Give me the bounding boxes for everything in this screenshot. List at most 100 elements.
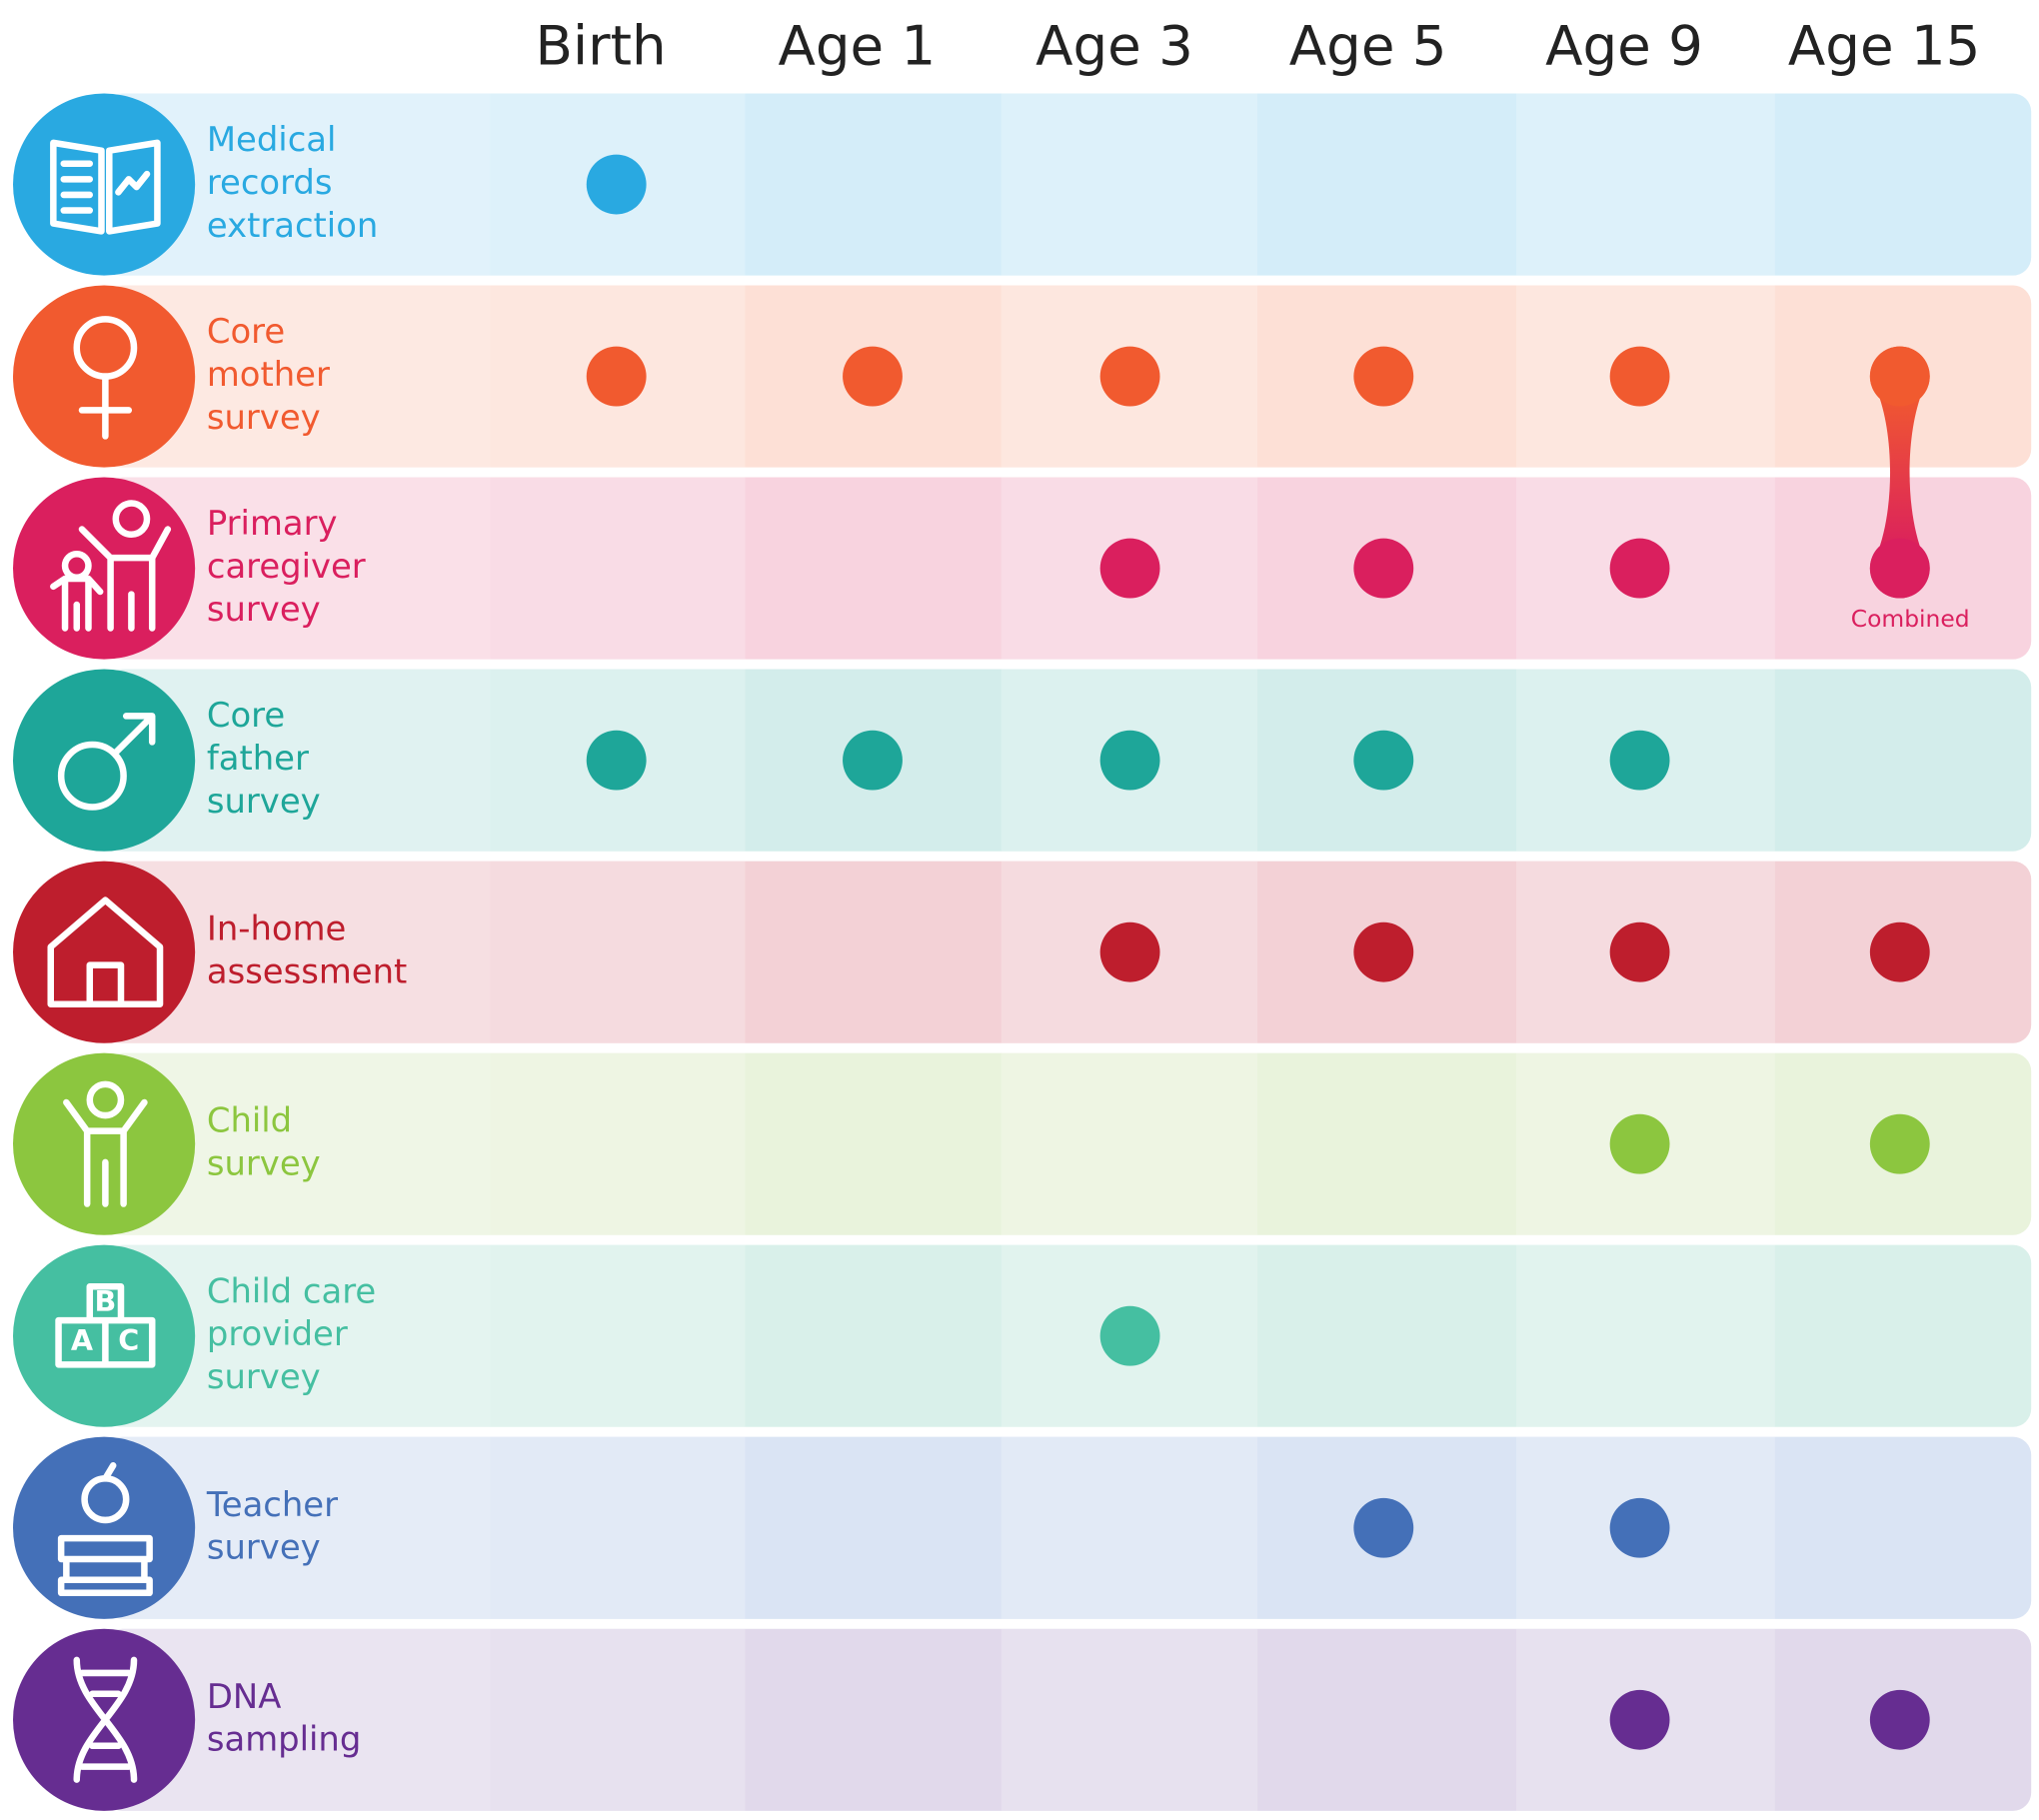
row-band (104, 669, 2032, 852)
wave-dot (1099, 1305, 1160, 1366)
column-tint (1001, 1436, 1258, 1619)
row-icon (63, 1080, 148, 1207)
row-label: survey (207, 590, 321, 629)
row-label: survey (207, 398, 321, 437)
row-label: survey (207, 1144, 321, 1183)
column-tint (490, 1052, 746, 1235)
wave-dot (1609, 538, 1670, 599)
column-header: Age 1 (778, 13, 936, 77)
column-header: Age 15 (1788, 13, 1981, 77)
column-tint (1515, 1244, 1775, 1427)
row-label: father (207, 739, 309, 778)
column-header: Age 3 (1035, 13, 1193, 77)
wave-dot (1353, 346, 1414, 407)
row-icon-circle (13, 861, 196, 1043)
wave-dot (586, 346, 647, 407)
wave-dot (1609, 730, 1670, 791)
row-icon-circle (13, 477, 196, 660)
row-label: mother (207, 355, 330, 394)
column-header: Age 5 (1289, 13, 1447, 77)
wave-dot (1869, 1689, 1930, 1750)
row-label: Teacher (206, 1485, 338, 1524)
wave-dot (1869, 921, 1930, 982)
column-tint (490, 861, 746, 1043)
row-label: Core (207, 312, 285, 351)
row-icon (73, 316, 138, 440)
row-label: sampling (207, 1720, 361, 1759)
row-band (104, 1628, 2032, 1811)
wave-dot (1609, 921, 1670, 982)
row-label: caregiver (207, 547, 366, 586)
icon-shape (55, 1283, 156, 1368)
wave-dot (586, 154, 647, 215)
icon-letter: B (94, 1284, 116, 1318)
row-icon: BA C (55, 1283, 156, 1368)
row-label: extraction (207, 206, 378, 245)
combined-connector (1876, 389, 1924, 556)
row-band (104, 1436, 2032, 1619)
column-tint (490, 1628, 746, 1811)
row-band (104, 93, 2032, 276)
row-icon (47, 897, 164, 1007)
row-icon (50, 139, 161, 235)
row-band (104, 1052, 2032, 1235)
icon-shape (57, 1462, 153, 1597)
column-header: Birth (535, 13, 666, 77)
wave-dot (843, 730, 903, 791)
row-icon-circle (13, 1436, 196, 1619)
column-tint (490, 477, 746, 660)
row-label: survey (207, 1357, 321, 1396)
column-tint (1001, 1052, 1258, 1235)
icon-shape (50, 500, 172, 632)
row-label: DNA (207, 1677, 281, 1716)
wave-dot (1609, 1113, 1670, 1174)
icon-letter: C (118, 1323, 139, 1357)
row-icon (57, 1462, 153, 1597)
row-label: Medical (207, 120, 337, 159)
row-icon-circle (13, 1052, 196, 1235)
row-band (104, 285, 2032, 468)
wave-dot (1099, 921, 1160, 982)
column-tint (490, 1436, 746, 1619)
icon-shape (73, 1656, 138, 1783)
column-tint (1001, 93, 1258, 276)
wave-dot (1869, 1113, 1930, 1174)
wave-dot (586, 730, 647, 791)
wave-dot (843, 346, 903, 407)
row-icon (73, 1656, 138, 1783)
icon-shape (47, 897, 164, 1007)
icon-shape (57, 713, 156, 811)
column-header: Age 9 (1545, 13, 1703, 77)
row-band (104, 477, 2032, 660)
wave-dot (1609, 346, 1670, 407)
row-label: provider (207, 1314, 348, 1353)
wave-dot (1099, 730, 1160, 791)
row-label: In-home (207, 910, 346, 948)
row-label: Core (207, 696, 285, 735)
row-label: survey (207, 1528, 321, 1567)
wave-dot (1353, 538, 1414, 599)
icon-shape (63, 1080, 148, 1207)
wave-dot-overlay (1869, 346, 1930, 407)
column-tint (1515, 93, 1775, 276)
row-icon-circle (13, 669, 196, 852)
column-tint (1001, 1628, 1258, 1811)
row-label: records (207, 163, 333, 202)
row-icon (57, 713, 156, 811)
column-tint (490, 1244, 746, 1427)
icon-letter: A (71, 1323, 93, 1357)
row-label: Primary (207, 504, 338, 543)
wave-dot (1353, 1497, 1414, 1558)
wave-dot (1353, 730, 1414, 791)
wave-dot-overlay (1869, 538, 1930, 599)
row-band (104, 1244, 2032, 1427)
wave-dot (1609, 1497, 1670, 1558)
row-label: Child (207, 1101, 292, 1140)
row-band (104, 861, 2032, 1043)
wave-dot (1099, 346, 1160, 407)
wave-dot (1609, 1689, 1670, 1750)
icon-shape (73, 316, 138, 440)
row-icon (50, 500, 172, 632)
combined-annotation: Combined (1851, 605, 1970, 633)
